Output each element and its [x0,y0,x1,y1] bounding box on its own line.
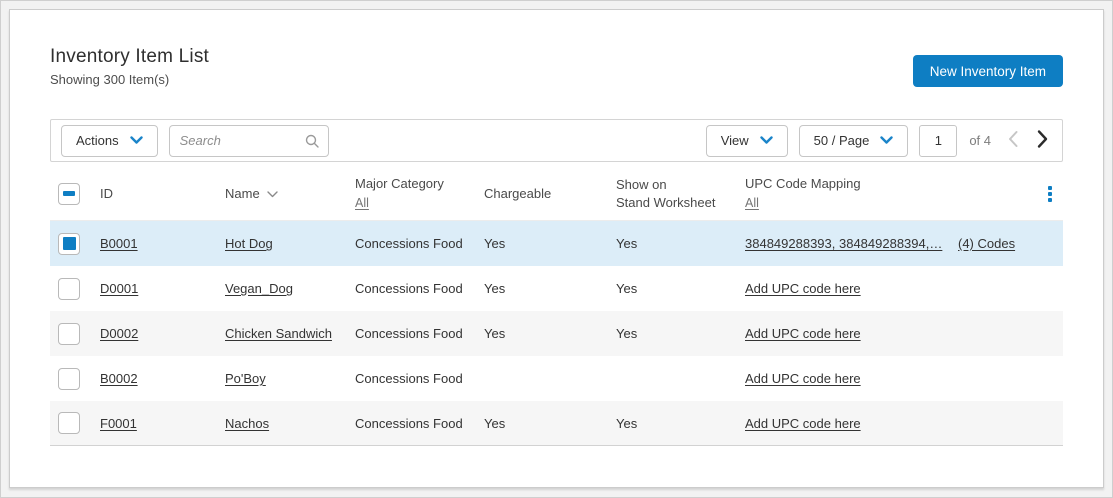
add-upc-code-link[interactable]: Add UPC code here [745,281,861,296]
column-header-id: ID [100,185,113,201]
column-header-chargeable: Chargeable [484,185,552,201]
cell-show-on-stand-worksheet: Yes [616,415,638,431]
upc-codes-link[interactable]: 384849288393, 384849288394,… [745,236,943,251]
previous-page-button[interactable] [1004,130,1022,151]
next-page-button[interactable] [1033,129,1052,152]
cell-show-on-stand-worksheet: Yes [616,326,638,341]
page-header: Inventory Item List Showing 300 Item(s) … [50,44,1063,87]
item-id-link[interactable]: B0001 [100,236,138,251]
page-title: Inventory Item List [50,46,210,67]
add-upc-code-link[interactable]: Add UPC code here [745,371,861,386]
codes-count-link[interactable]: (4) Codes [958,236,1016,251]
cell-chargeable: Yes [484,236,506,251]
cell-chargeable: Yes [484,415,506,431]
chevron-down-icon [880,133,894,148]
row-checkbox[interactable] [58,277,80,300]
page-number-input[interactable] [919,124,958,157]
cell-show-on-stand-worksheet: Yes [616,281,638,296]
chevron-down-icon [129,133,143,148]
cell-major-category: Concessions Food [355,236,463,251]
item-id-link[interactable]: D0001 [100,281,139,296]
item-name-link[interactable]: Chicken Sandwich [225,326,332,341]
item-count-text: Showing 300 Item(s) [50,72,170,87]
item-id-link[interactable]: D0002 [100,326,139,341]
actions-label: Actions [76,133,119,148]
cell-major-category: Concessions Food [355,326,463,341]
cell-chargeable: Yes [484,281,506,296]
view-dropdown[interactable]: View [705,124,788,157]
item-id-link[interactable]: F0001 [100,415,137,431]
cell-show-on-stand-worksheet: Yes [616,236,638,251]
item-id-link[interactable]: B0002 [100,371,138,386]
cell-major-category: Concessions Food [355,281,463,296]
upc-filter-link[interactable]: All [745,195,759,210]
row-checkbox[interactable] [58,412,80,434]
actions-dropdown[interactable]: Actions [61,124,158,157]
table-options-kebab-icon[interactable] [1046,184,1054,204]
column-header-name[interactable]: Name [225,185,355,203]
column-header-upc-code-mapping: UPC Code Mapping All [745,176,861,210]
chevron-down-icon [759,133,773,148]
table-header-row: ID Name Major Category All Chargeable Sh… [50,167,1063,221]
row-checkbox[interactable] [58,232,80,255]
item-name-link[interactable]: Vegan_Dog [225,281,293,296]
table-row[interactable]: B0002 Po'Boy Concessions Food Add UPC co… [50,356,1063,401]
page-total-label: of 4 [969,133,991,148]
add-upc-code-link[interactable]: Add UPC code here [745,326,861,341]
cell-chargeable: Yes [484,326,506,341]
item-name-link[interactable]: Hot Dog [225,236,273,251]
select-all-checkbox[interactable] [58,182,80,205]
inventory-table: ID Name Major Category All Chargeable Sh… [50,167,1063,446]
add-upc-code-link[interactable]: Add UPC code here [745,415,861,431]
major-category-filter-link[interactable]: All [355,195,369,210]
cell-major-category: Concessions Food [355,415,463,431]
chevron-right-icon [1036,129,1049,152]
search-box [168,124,329,157]
row-checkbox[interactable] [58,367,80,390]
chevron-left-icon [1007,130,1019,151]
column-header-major-category: Major Category All [355,176,444,210]
new-inventory-item-button[interactable]: New Inventory Item [912,55,1063,87]
per-page-label: 50 / Page [813,133,870,148]
item-name-link[interactable]: Po'Boy [225,371,266,386]
table-row[interactable]: D0001 Vegan_Dog Concessions Food Yes Yes… [50,266,1063,311]
inventory-card: Inventory Item List Showing 300 Item(s) … [9,9,1104,488]
sort-chevron-icon [266,185,278,203]
item-name-link[interactable]: Nachos [225,415,270,431]
column-header-show-on-stand-worksheet: Show on Stand Worksheet [616,176,716,210]
per-page-dropdown[interactable]: 50 / Page [798,124,909,157]
toolbar: Actions View 50 / Page [50,119,1063,162]
cell-major-category: Concessions Food [355,371,463,386]
table-row[interactable]: F0001 Nachos Concessions Food Yes Yes Ad… [50,401,1063,446]
view-label: View [720,133,749,148]
table-row[interactable]: D0002 Chicken Sandwich Concessions Food … [50,311,1063,356]
search-input[interactable] [168,124,329,157]
row-checkbox[interactable] [58,322,80,345]
table-row[interactable]: B0001 Hot Dog Concessions Food Yes Yes 3… [50,221,1063,266]
